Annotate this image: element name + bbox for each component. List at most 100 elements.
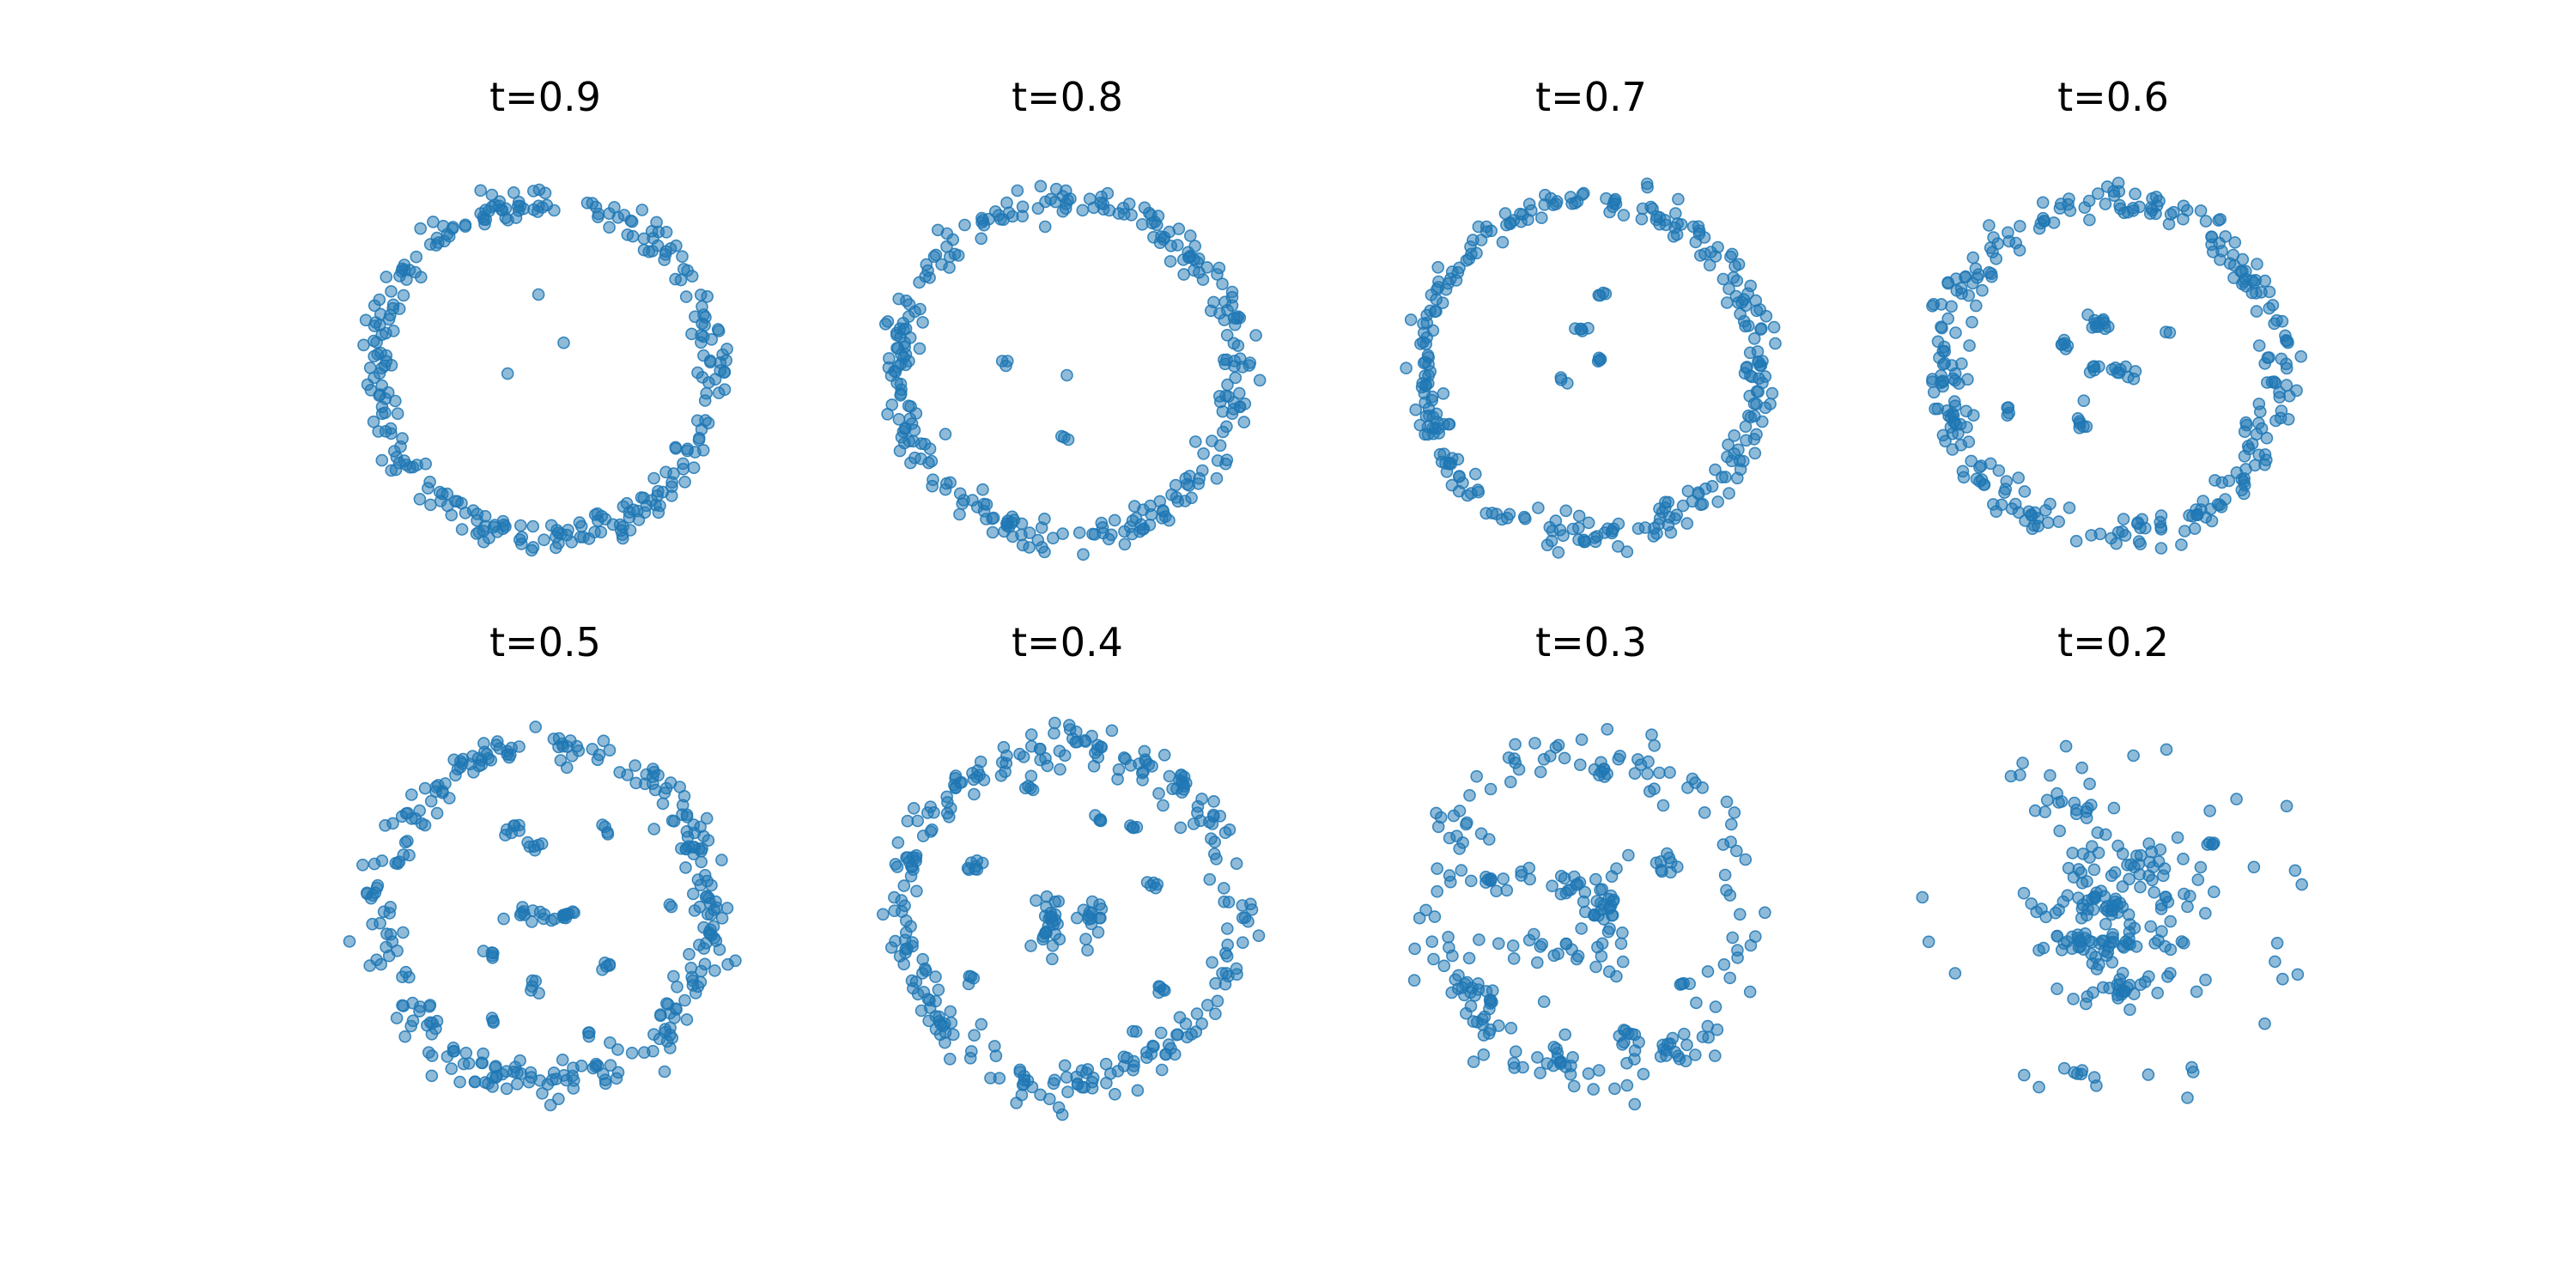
- scatter-point: [1616, 927, 1629, 939]
- scatter-point: [1418, 326, 1431, 339]
- scatter-point: [899, 348, 913, 361]
- scatter-point: [1467, 1055, 1480, 1068]
- scatter-point: [1024, 939, 1037, 952]
- scatter-point: [1720, 884, 1733, 897]
- scatter-point: [2001, 401, 2014, 415]
- scatter-point: [2280, 799, 2293, 813]
- scatter-point: [1460, 817, 1473, 831]
- scatter-point: [2134, 880, 2147, 894]
- scatter-point: [525, 544, 538, 557]
- scatter-point: [989, 1049, 1003, 1062]
- scatter-point: [2038, 215, 2051, 228]
- scatter-point: [1465, 874, 1478, 888]
- scatter-point: [1922, 935, 1935, 949]
- scatter-point: [1601, 722, 1614, 736]
- scatter-point: [397, 926, 410, 939]
- scatter-point: [1612, 752, 1625, 766]
- scatter-point: [1163, 255, 1177, 268]
- scatter-point: [2123, 1003, 2136, 1017]
- scatter-point: [1041, 759, 1054, 773]
- scatter-point: [2238, 478, 2251, 492]
- scatter-point: [729, 954, 742, 968]
- scatter-point: [2248, 459, 2262, 472]
- scatter-point: [1409, 403, 1422, 416]
- scatter-point: [1221, 378, 1234, 392]
- scatter-point: [582, 1030, 596, 1043]
- scatter-point: [548, 204, 561, 217]
- scatter-point: [897, 323, 910, 337]
- scatter-point: [1620, 1078, 1634, 1092]
- scatter-point: [2093, 527, 2107, 541]
- scatter-point: [1709, 1000, 1722, 1013]
- scatter-point: [686, 974, 700, 987]
- scatter-point: [424, 794, 438, 808]
- scatter-point: [975, 216, 988, 229]
- scatter-point: [429, 781, 443, 793]
- scatter-point: [1963, 339, 1976, 352]
- scatter-point: [1472, 977, 1485, 990]
- scatter-point: [1557, 529, 1570, 543]
- scatter-point: [588, 526, 601, 539]
- scatter-point: [1061, 1085, 1074, 1098]
- scatter-point: [1176, 253, 1190, 266]
- scatter-point: [894, 389, 907, 402]
- scatter-point: [1759, 906, 1771, 920]
- scatter-point: [1737, 293, 1751, 307]
- scatter-point: [695, 844, 708, 858]
- scatter-point: [556, 1054, 569, 1066]
- scatter-point: [459, 1047, 473, 1060]
- scatter-point: [1479, 507, 1492, 520]
- scatter-point: [941, 796, 954, 809]
- scatter-point: [2053, 824, 2066, 838]
- scatter-point: [1692, 227, 1706, 240]
- scatter-point: [1567, 1079, 1581, 1093]
- scatter-point: [1083, 192, 1097, 205]
- scatter-point: [2098, 945, 2111, 957]
- scatter-point: [921, 993, 935, 1005]
- scatter-point: [1157, 799, 1170, 812]
- scatter-point: [1038, 220, 1052, 234]
- scatter-point: [929, 248, 943, 262]
- scatter-point: [1990, 505, 2003, 519]
- scatter-point: [1749, 294, 1763, 307]
- scatter-point: [2164, 943, 2178, 957]
- scatter-point: [1504, 1022, 1518, 1035]
- scatter-point: [975, 1018, 988, 1031]
- scatter-point: [2119, 360, 2132, 374]
- scatter-point: [486, 1080, 499, 1093]
- scatter-point: [1091, 926, 1105, 939]
- scatter-point: [536, 1087, 549, 1100]
- scatter-point: [1079, 933, 1092, 945]
- scatter-point: [486, 946, 500, 960]
- scatter-point: [2055, 944, 2069, 957]
- scatter-point: [1142, 757, 1156, 771]
- scatter-point: [971, 764, 984, 777]
- scatter-point: [713, 943, 726, 957]
- scatter-point: [659, 465, 672, 479]
- scatter-point: [1205, 304, 1218, 318]
- scatter-point: [700, 811, 714, 825]
- scatter-point: [2251, 258, 2263, 270]
- scatter-point: [604, 1036, 617, 1049]
- scatter-point: [1485, 224, 1498, 238]
- scatter-point: [449, 495, 462, 508]
- scatter-point: [1055, 429, 1068, 443]
- scatter-point: [2258, 274, 2272, 288]
- scatter-point: [2227, 271, 2240, 284]
- scatter-point: [2127, 372, 2141, 386]
- scatter-point: [586, 197, 599, 210]
- scatter-point: [1082, 913, 1096, 926]
- scatter-point: [1694, 249, 1707, 262]
- scatter-point: [1427, 427, 1440, 440]
- scatter-point: [1949, 326, 1962, 339]
- scatter-point: [1404, 313, 1418, 326]
- scatter-point: [944, 1005, 957, 1018]
- scatter-point: [1748, 447, 1762, 460]
- scatter-point: [1578, 885, 1592, 899]
- scatter-point: [914, 437, 928, 451]
- scatter-point: [986, 526, 999, 539]
- scatter-point: [1023, 541, 1036, 554]
- scatter-point: [2050, 982, 2063, 995]
- scatter-point: [940, 477, 953, 490]
- scatter-point: [1549, 197, 1563, 210]
